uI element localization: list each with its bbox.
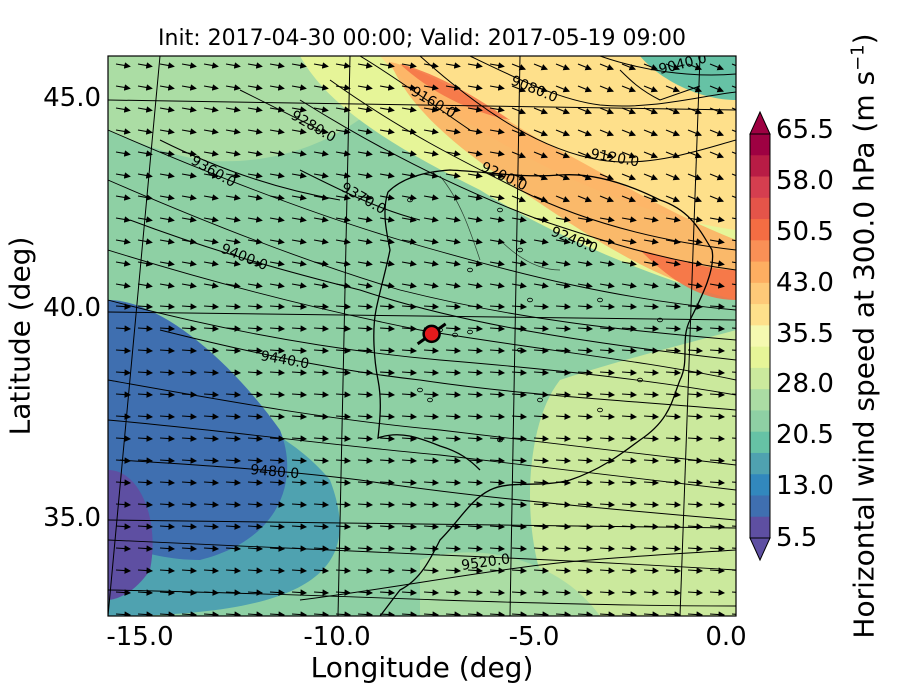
- colorbar-tick: 58.0: [776, 166, 834, 196]
- x-tick-label: -15.0: [106, 622, 174, 652]
- colorbar: [749, 110, 771, 562]
- y-tick-label: 35.0: [43, 503, 101, 533]
- y-tick-label: 40.0: [43, 293, 101, 323]
- x-axis-label: Longitude (deg): [310, 651, 534, 684]
- colorbar-tick: 50.5: [776, 217, 834, 247]
- x-tick-label: -5.0: [508, 622, 560, 652]
- colorbar-tick: 28.0: [776, 369, 834, 399]
- map-frame: [107, 55, 737, 617]
- colorbar-tick: 65.5: [776, 115, 834, 145]
- colorbar-tick: 35.5: [776, 319, 834, 349]
- wind-vectors: [115, 62, 736, 616]
- x-tick-label: 0.0: [705, 622, 747, 652]
- colorbar-tick: 20.5: [776, 420, 834, 450]
- colorbar-tick: 43.0: [776, 268, 834, 298]
- contour-label: 9480.0: [250, 462, 300, 482]
- y-axis-label: Latitude (deg): [3, 236, 37, 436]
- colorbar-tick: 5.5: [776, 523, 818, 553]
- colorbar-label: Horizontal wind speed at 300.0 hPa (m s−…: [847, 33, 881, 639]
- x-tick-label: -10.0: [303, 622, 371, 652]
- wind-speed-field: [108, 56, 736, 616]
- colorbar-tick: 13.0: [776, 471, 834, 501]
- plot-title: Init: 2017-04-30 00:00; Valid: 2017-05-1…: [158, 26, 686, 51]
- y-tick-label: 45.0: [43, 83, 101, 113]
- location-marker: [416, 322, 447, 346]
